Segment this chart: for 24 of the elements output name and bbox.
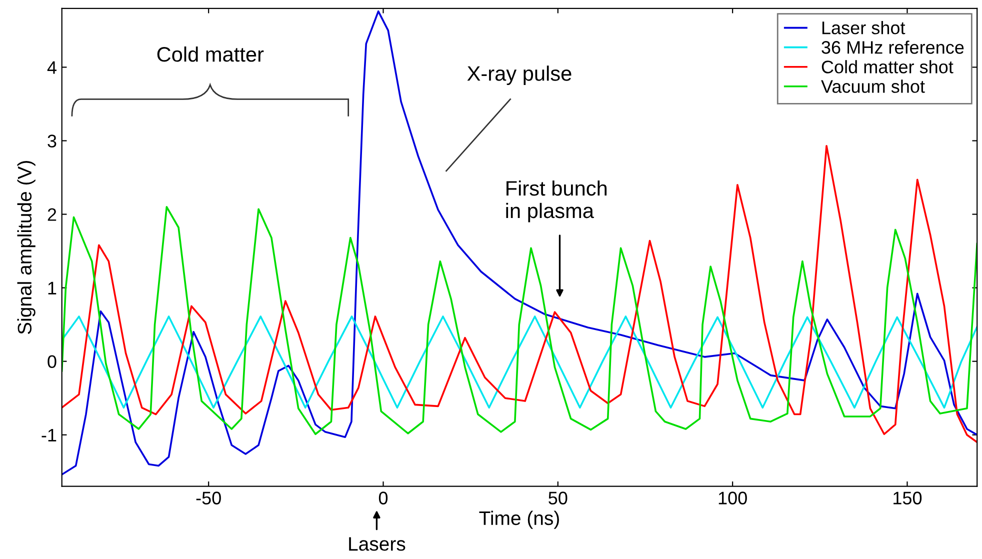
x-tick-label: 0 <box>378 492 388 504</box>
x-axis-title: Time (ns) <box>479 510 559 529</box>
line-series <box>62 144 978 444</box>
legend-label: Cold matter shot <box>822 60 954 74</box>
legend-label: Vacuum shot <box>821 80 925 93</box>
x-tick-label: 50 <box>548 492 568 504</box>
y-tick-label: 3 <box>48 134 56 148</box>
text: Lasers <box>349 537 406 551</box>
annotation: Cold matter <box>157 46 264 62</box>
x-tick-label: 150 <box>894 492 922 504</box>
x-tick-label: -50 <box>196 492 221 504</box>
annotation: X-ray pulse <box>467 66 572 86</box>
line-series <box>62 10 978 476</box>
line-series <box>62 316 978 409</box>
x-tick-label: 100 <box>718 492 747 504</box>
y-tick-label: 1 <box>48 282 56 294</box>
y-tick-label: 2 <box>48 208 56 221</box>
legend-label: Laser shot <box>822 21 906 34</box>
legend-label: 36 MHz reference <box>822 40 964 54</box>
y-axis-title: Signal amplitude (V) <box>17 161 36 334</box>
annotation: First bunch in plasma <box>506 180 607 222</box>
y-tick-label: -1 <box>42 428 56 442</box>
y-tick-label: 4 <box>47 61 56 74</box>
y-tick-label: 0 <box>48 355 56 368</box>
